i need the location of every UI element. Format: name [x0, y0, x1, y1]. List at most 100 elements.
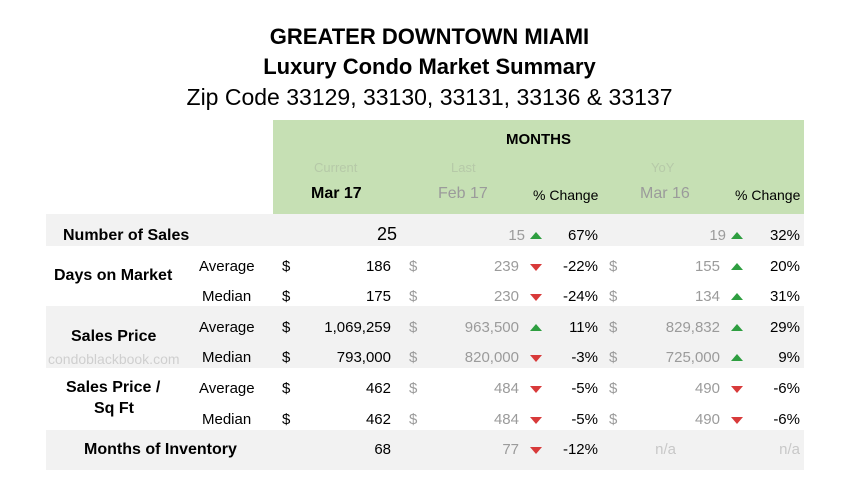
dom-average-label: Average [199, 258, 255, 275]
sqft-median-last-currency: $ [409, 411, 418, 428]
sqft-average-label: Average [199, 380, 255, 397]
title-line-2: Luxury Condo Market Summary [263, 54, 596, 79]
label-months-of-inventory: Months of Inventory [84, 441, 237, 458]
dom-median-last: 230 [493, 288, 519, 305]
last-label: Last [451, 160, 476, 175]
sqft-average-last: 484 [493, 380, 519, 397]
down-arrow-icon [530, 355, 542, 362]
sqft-average-yoy: 490 [694, 380, 720, 397]
down-arrow-icon [530, 386, 542, 393]
dom-average-last-currency: $ [409, 258, 418, 275]
sqft-median-label: Median [202, 411, 252, 428]
price-median-current-currency: $ [282, 349, 291, 366]
up-arrow-icon [731, 232, 743, 239]
price-median-change: -3% [571, 349, 598, 366]
up-arrow-icon [530, 232, 542, 239]
price-average-yoy: 829,832 [665, 319, 720, 336]
up-arrow-icon [731, 324, 743, 331]
price-median-yoy-change: 9% [778, 349, 800, 366]
sqft-average-yoy-currency: $ [609, 380, 618, 397]
sqft-median-yoy: 490 [694, 411, 720, 428]
inventory-change: -12% [562, 441, 598, 458]
sqft-median-yoy-change: -6% [773, 411, 800, 428]
inventory-current: 68 [374, 441, 391, 458]
down-arrow-icon [731, 386, 743, 393]
dom-median-yoy-change: 31% [769, 288, 800, 305]
up-arrow-icon [731, 293, 743, 300]
sales-current: 25 [376, 224, 397, 244]
sales-yoy-change: 32% [769, 227, 800, 244]
sqft-median-last: 484 [493, 411, 519, 428]
dom-median-yoy-currency: $ [609, 288, 618, 305]
price-average-change: 11% [569, 319, 598, 336]
dom-median-label: Median [202, 288, 252, 305]
price-median-current: 793,000 [336, 349, 391, 366]
sqft-average-current-currency: $ [282, 380, 291, 397]
watermark-text: condoblackbook.com [48, 351, 180, 367]
dom-average-last: 239 [493, 258, 519, 275]
price-median-yoy: 725,000 [665, 349, 720, 366]
price-average-current-currency: $ [282, 319, 291, 336]
dom-average-change: -22% [562, 258, 598, 275]
down-arrow-icon [731, 417, 743, 424]
dom-average-current-currency: $ [282, 258, 291, 275]
price-average-yoy-change: 29% [769, 319, 800, 336]
sqft-average-current: 462 [365, 380, 391, 397]
label-number-of-sales: Number of Sales [63, 227, 190, 244]
current-label: Current [314, 160, 358, 175]
price-average-last: 963,500 [464, 319, 519, 336]
price-average-current: 1,069,259 [324, 319, 391, 336]
label-sales-price-sqft-line2: Sq Ft [94, 400, 134, 417]
sqft-median-change: -5% [571, 411, 598, 428]
dom-median-last-currency: $ [409, 288, 418, 305]
dom-median-yoy: 134 [694, 288, 720, 305]
dom-average-current: 186 [365, 258, 391, 275]
label-sales-price-sqft-line1: Sales Price / [66, 379, 161, 396]
sqft-median-yoy-currency: $ [609, 411, 618, 428]
down-arrow-icon [530, 417, 542, 424]
down-arrow-icon [530, 294, 542, 301]
price-average-label: Average [199, 319, 255, 336]
inventory-yoy-change: n/a [779, 441, 800, 458]
label-days-on-market: Days on Market [54, 267, 173, 284]
band-price [46, 306, 804, 368]
yoy-label: YoY [651, 160, 675, 175]
price-median-yoy-currency: $ [609, 349, 618, 366]
dom-average-yoy: 155 [694, 258, 720, 275]
label-sales-price: Sales Price [71, 328, 157, 345]
sqft-median-current-currency: $ [282, 411, 291, 428]
months-header: MONTHS [506, 131, 571, 148]
sqft-average-change: -5% [571, 380, 598, 397]
up-arrow-icon [731, 354, 743, 361]
last-period: Feb 17 [438, 185, 488, 202]
dom-median-current-currency: $ [282, 288, 291, 305]
sqft-median-current: 462 [365, 411, 391, 428]
yoy-period: Mar 16 [640, 185, 690, 202]
up-arrow-icon [731, 263, 743, 270]
header-band [273, 120, 804, 214]
down-arrow-icon [530, 264, 542, 271]
inventory-yoy: n/a [655, 441, 676, 458]
price-median-last-currency: $ [409, 349, 418, 366]
dom-median-current: 175 [365, 288, 391, 305]
band-sales [46, 214, 804, 246]
sqft-average-yoy-change: -6% [773, 380, 800, 397]
dom-median-change: -24% [562, 288, 598, 305]
price-average-last-currency: $ [409, 319, 418, 336]
sales-yoy: 19 [709, 227, 726, 244]
current-period: Mar 17 [311, 185, 362, 202]
dom-average-yoy-currency: $ [609, 258, 618, 275]
price-median-last: 820,000 [464, 349, 519, 366]
price-average-yoy-currency: $ [609, 319, 618, 336]
sales-last: 15 [508, 227, 525, 244]
sales-change: 67% [567, 227, 598, 244]
up-arrow-icon [530, 324, 542, 331]
dom-average-yoy-change: 20% [769, 258, 800, 275]
down-arrow-icon [530, 447, 542, 454]
change-label: % Change [533, 187, 599, 203]
sqft-average-last-currency: $ [409, 380, 418, 397]
title-line-1: GREATER DOWNTOWN MIAMI [269, 24, 590, 49]
inventory-last: 77 [502, 441, 519, 458]
yoy-change-label: % Change [735, 187, 801, 203]
price-median-label: Median [202, 349, 252, 366]
